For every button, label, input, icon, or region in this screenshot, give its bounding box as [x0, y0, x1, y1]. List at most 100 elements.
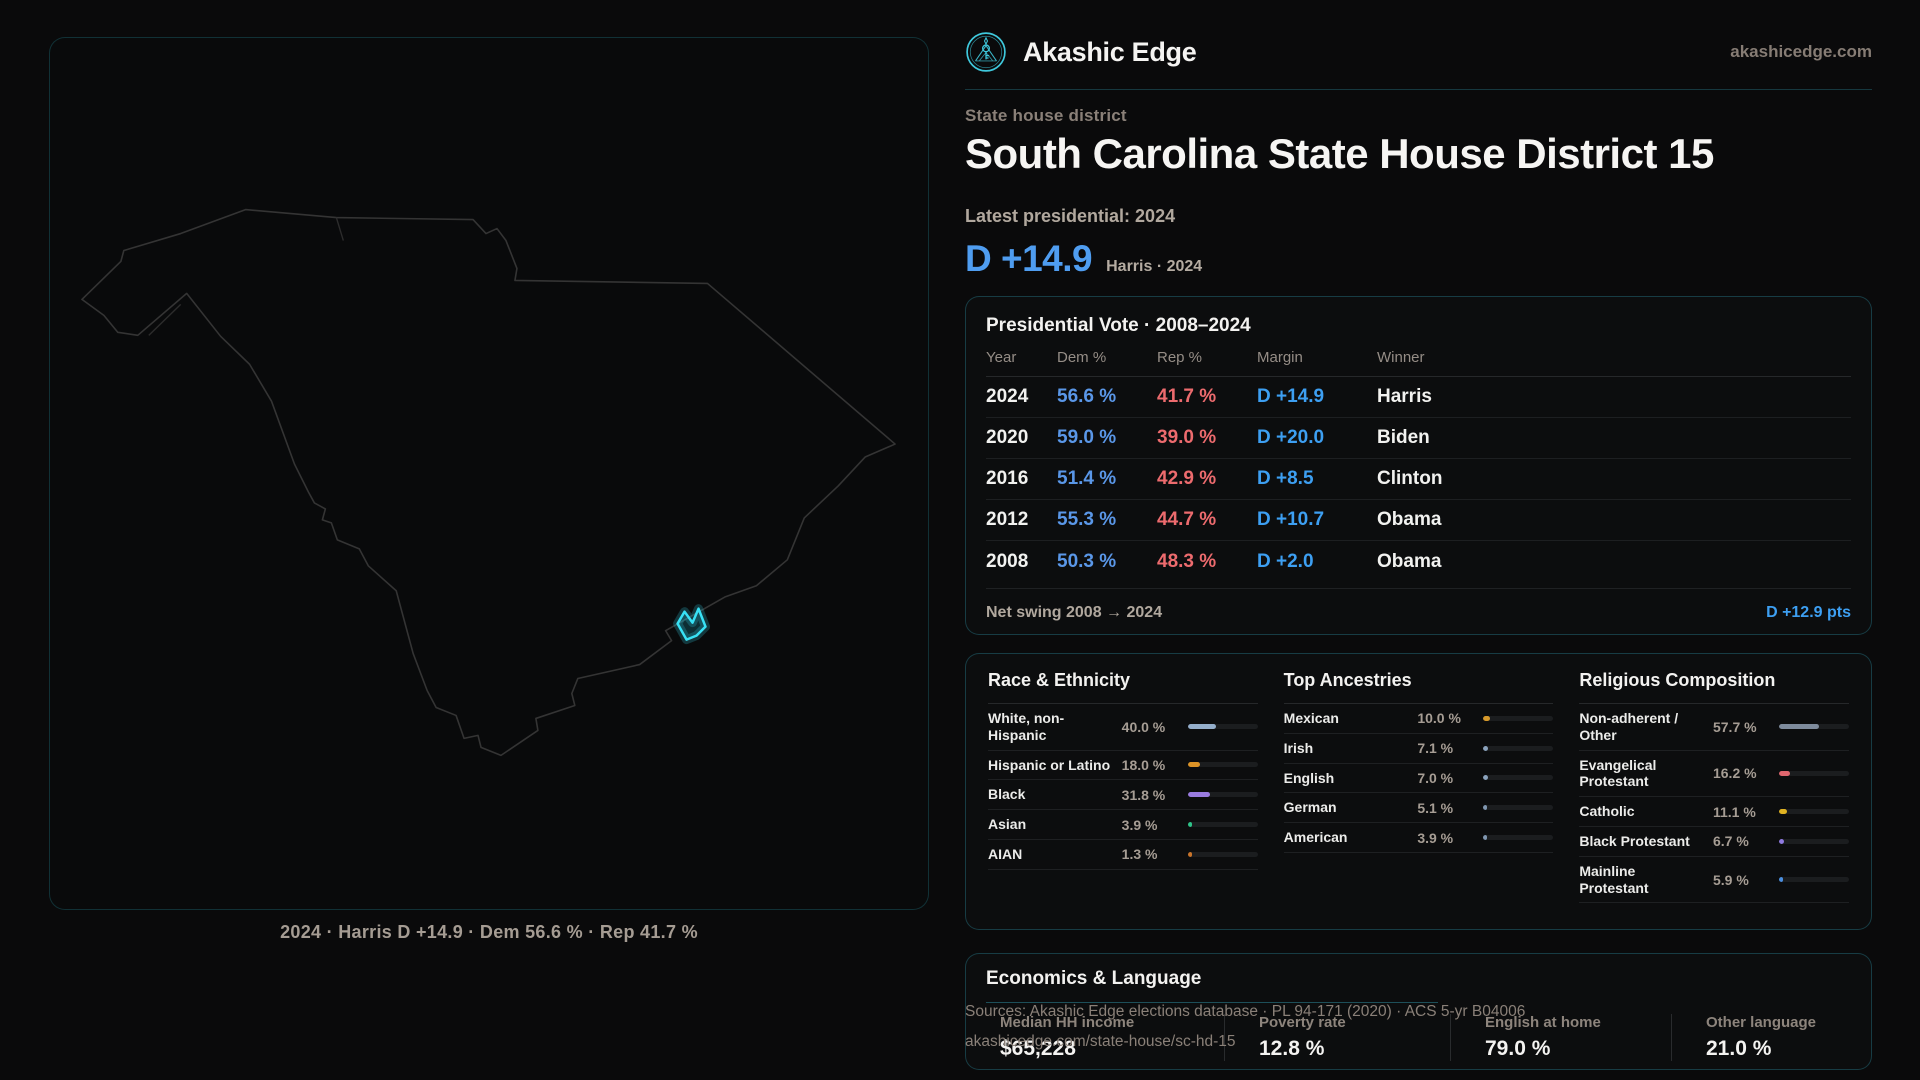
stat-value: 5.1 % [1417, 799, 1454, 816]
boundary-fragment [148, 303, 182, 336]
ancestries-row: American 3.9 % [1283, 823, 1554, 853]
race-row: White, non-Hispanic 40.0 % [988, 704, 1258, 751]
stat-value: 16.2 % [1712, 765, 1757, 782]
race-row: Asian 3.9 % [988, 810, 1258, 840]
bar-fill [1778, 877, 1784, 883]
religion-row: Black Protestant 6.7 % [1579, 827, 1849, 857]
latest-presidential-label: Latest presidential: 2024 [965, 206, 1176, 226]
economics-card: Economics & Language Median HH income $65… [965, 953, 1872, 1070]
stat-label: German [1283, 799, 1337, 816]
brand-domain-link[interactable]: akashicedge.com [1730, 42, 1872, 61]
stat-label: American [1283, 829, 1348, 846]
net-swing-label: Net swing 2008 → 2024 [986, 604, 1163, 621]
presidential-table-header: Year Dem % Rep % Margin Winner [986, 349, 1851, 377]
akashic-sigil-icon [966, 32, 1006, 72]
bar-track [1187, 822, 1258, 828]
cell-year: 2024 [986, 386, 1029, 407]
economic-stat: English at home 79.0 % [1450, 1014, 1671, 1061]
stat-value: 21.0 % [1706, 1037, 1772, 1060]
stat-value: 6.7 % [1712, 833, 1749, 850]
bar-fill [1187, 792, 1210, 798]
presidential-table-row: 2016 51.4 % 42.9 % D +8.5 Clinton [986, 459, 1851, 500]
cell-winner: Harris [1377, 386, 1432, 407]
bar-fill [1483, 805, 1488, 811]
state-outline [81, 208, 896, 757]
bar-track [1187, 724, 1258, 730]
bar-fill [1778, 838, 1784, 844]
stat-label: Hispanic or Latino [988, 756, 1111, 773]
bar-fill [1187, 822, 1192, 828]
cell-margin: D +14.9 [1257, 386, 1325, 407]
stat-label: Non-adherent / Other [1579, 710, 1679, 743]
stat-value: 3.9 % [1121, 816, 1158, 833]
stat-label: Other language [1706, 1014, 1817, 1031]
ancestries-row: German 5.1 % [1283, 793, 1554, 824]
cell-year: 2012 [986, 509, 1029, 530]
state-map-panel [49, 37, 929, 910]
stat-value: 79.0 % [1485, 1037, 1551, 1060]
ancestries-rows: Mexican 10.0 % Irish 7.1 % English 7.0 % Germa… [1283, 704, 1554, 853]
detail-column: Akashic Edge akashicedge.com State house… [965, 0, 1872, 1080]
religion-rows: Non-adherent / Other 57.7 % Evangelical Pr… [1579, 704, 1849, 904]
margin-detail: Harris · 2024 [1106, 258, 1203, 275]
race-rows: White, non-Hispanic 40.0 % Hispanic or Lat… [988, 704, 1258, 870]
net-swing-row: Net swing 2008 → 2024 D +12.9 pts [986, 588, 1851, 622]
religion-row: Non-adherent / Other 57.7 % [1579, 704, 1849, 751]
economics-card-title: Economics & Language [986, 968, 1202, 989]
presidential-card-title: Presidential Vote · 2008–2024 [986, 315, 1251, 336]
stat-label: Black [988, 786, 1026, 803]
stat-label: Irish [1283, 739, 1314, 756]
stat-label: Mainline Protestant [1579, 862, 1649, 896]
presidential-table-row: 2024 56.6 % 41.7 % D +14.9 Harris [986, 377, 1851, 418]
boundary-fragment [335, 217, 345, 241]
cell-dem-pct: 50.3 % [1057, 550, 1117, 572]
presidential-table-row: 2020 59.0 % 39.0 % D +20.0 Biden [986, 418, 1851, 459]
stat-value: 1.3 % [1121, 846, 1158, 863]
brand-header: Akashic Edge akashicedge.com [965, 30, 1872, 74]
map-caption: 2024 · Harris D +14.9 · Dem 56.6 % · Rep… [280, 922, 698, 942]
bar-fill [1483, 775, 1489, 781]
race-panel-title: Race & Ethnicity [988, 670, 1258, 704]
demographics-card: Race & Ethnicity White, non-Hispanic 40.0… [965, 653, 1872, 930]
bar-fill [1187, 724, 1216, 730]
cell-rep-pct: 41.7 % [1157, 386, 1217, 407]
bar-track [1483, 775, 1554, 781]
stat-label: English at home [1485, 1014, 1601, 1031]
bar-track [1778, 724, 1849, 730]
presidential-table-row: 2012 55.3 % 44.7 % D +10.7 Obama [986, 500, 1851, 541]
cell-winner: Clinton [1377, 468, 1443, 489]
stat-value: 57.7 % [1712, 718, 1757, 735]
south-carolina-map [81, 208, 896, 757]
margin-value: D +14.9 [965, 238, 1093, 279]
ancestries-row: English 7.0 % [1283, 764, 1554, 794]
cell-year: 2008 [986, 550, 1029, 572]
race-row: Hispanic or Latino 18.0 % [988, 751, 1258, 781]
bar-fill [1778, 809, 1787, 815]
cell-dem-pct: 55.3 % [1057, 509, 1117, 530]
economic-stat: Poverty rate 12.8 % [1224, 1014, 1450, 1061]
stat-label: Asian [988, 816, 1027, 833]
ancestries-panel-title: Top Ancestries [1283, 670, 1554, 704]
stat-label: Mexican [1283, 710, 1339, 726]
cell-winner: Biden [1377, 427, 1430, 448]
stat-label: English [1283, 769, 1335, 786]
column-header: Year [986, 349, 1017, 366]
stat-label: Black Protestant [1579, 832, 1690, 849]
stat-label: Poverty rate [1259, 1014, 1346, 1031]
stat-value: 7.1 % [1417, 740, 1454, 757]
headline-margin: D +14.9 Harris · 2024 [965, 238, 1202, 280]
header-divider [965, 89, 1872, 90]
cell-margin: D +2.0 [1257, 550, 1314, 572]
bar-track [1778, 838, 1849, 844]
bar-fill [1483, 745, 1489, 751]
stat-label: White, non-Hispanic [988, 710, 1065, 743]
column-header: Rep % [1157, 349, 1203, 366]
cell-year: 2020 [986, 427, 1029, 448]
bar-fill [1187, 762, 1201, 768]
cell-rep-pct: 48.3 % [1157, 550, 1217, 572]
bar-fill [1483, 715, 1491, 721]
bar-fill [1778, 770, 1791, 776]
bar-track [1483, 715, 1554, 721]
brand-name: Akashic Edge [1023, 36, 1197, 67]
religion-panel: Religious Composition Non-adherent / Oth… [1579, 670, 1849, 904]
